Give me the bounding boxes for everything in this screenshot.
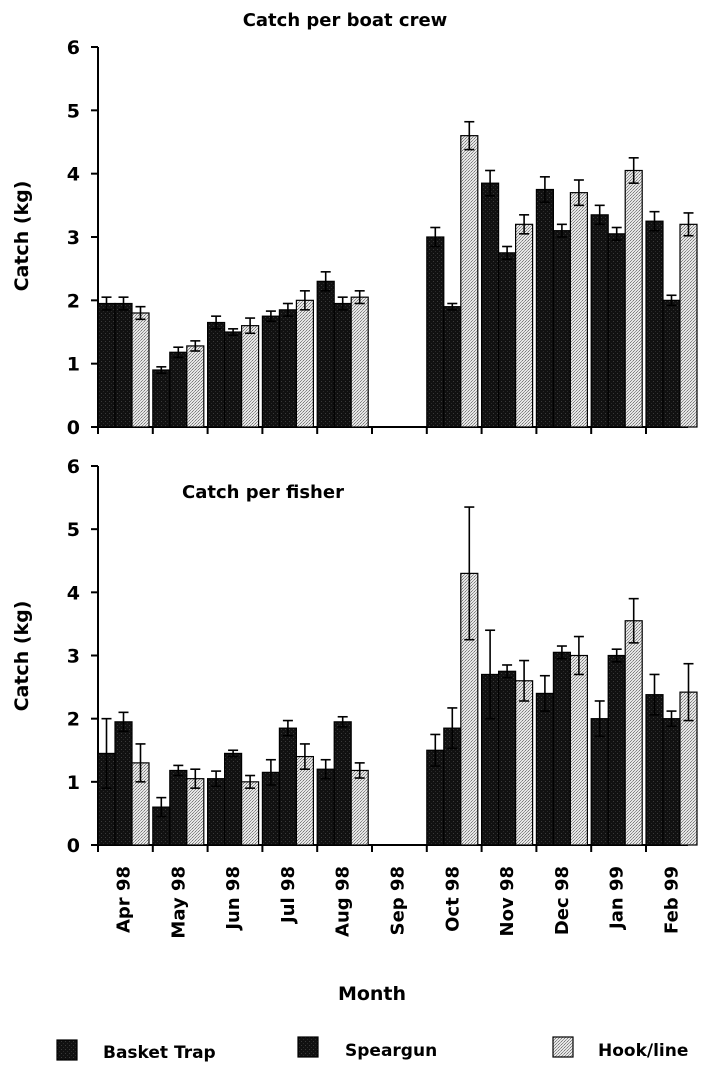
x-tick-label: Jul 98 bbox=[278, 866, 299, 925]
legend-item-basket-trap: Basket Trap bbox=[56, 1039, 216, 1063]
x-tick-label: Oct 98 bbox=[442, 866, 463, 932]
y-tick-label: 5 bbox=[67, 519, 80, 541]
bar bbox=[535, 188, 555, 428]
bar bbox=[481, 182, 500, 428]
y-tick-label: 2 bbox=[67, 290, 80, 312]
y-axis-label: Catch (kg) bbox=[11, 601, 33, 712]
bar bbox=[152, 369, 171, 428]
bar bbox=[97, 302, 116, 428]
bar bbox=[624, 620, 643, 846]
bars bbox=[97, 506, 698, 846]
bar bbox=[460, 135, 479, 428]
bar bbox=[278, 309, 297, 428]
y-tick-label: 6 bbox=[67, 456, 80, 478]
panel-boat-crew: Catch per boat crew Catch (kg) 0 1 2 3 4 5 6 bbox=[11, 10, 698, 439]
bar bbox=[645, 694, 664, 846]
bar bbox=[350, 296, 369, 428]
x-tick-label: Feb 99 bbox=[662, 866, 683, 934]
bar bbox=[679, 223, 698, 428]
bar bbox=[443, 306, 462, 428]
y-tick-label: 6 bbox=[67, 37, 80, 59]
y-tick-label: 0 bbox=[67, 417, 80, 439]
bar bbox=[207, 321, 226, 428]
bar bbox=[224, 752, 243, 846]
y-tick-label: 5 bbox=[67, 100, 80, 122]
bar bbox=[514, 680, 534, 846]
legend-item-speargun: Speargun bbox=[297, 1036, 437, 1061]
legend-swatch bbox=[552, 1036, 574, 1058]
x-tick-label: May 98 bbox=[168, 866, 189, 939]
x-tick-label: Dec 98 bbox=[552, 866, 573, 935]
bar bbox=[316, 768, 335, 846]
bar bbox=[316, 280, 335, 428]
bar bbox=[295, 299, 314, 428]
legend: Basket Trap Speargun Hook/line bbox=[56, 1036, 688, 1063]
bar bbox=[186, 345, 205, 428]
x-tick-label: Jan 99 bbox=[607, 866, 628, 931]
bar bbox=[224, 331, 243, 428]
y-tick-label: 1 bbox=[67, 772, 80, 794]
bar bbox=[662, 299, 681, 428]
bar bbox=[114, 721, 133, 846]
bar bbox=[590, 718, 609, 846]
bar bbox=[241, 781, 260, 846]
bar bbox=[333, 721, 352, 846]
legend-label: Basket Trap bbox=[103, 1043, 216, 1063]
x-tick-label: Aug 98 bbox=[333, 866, 354, 937]
x-tick-label: Apr 98 bbox=[114, 866, 135, 933]
bar bbox=[514, 223, 534, 428]
bar bbox=[241, 325, 260, 428]
chart-title: Catch per boat crew bbox=[243, 10, 448, 31]
bar bbox=[498, 252, 517, 428]
legend-item-hook-line: Hook/line bbox=[552, 1036, 688, 1061]
y-tick-label: 4 bbox=[67, 164, 80, 186]
bar bbox=[607, 654, 626, 846]
legend-label: Speargun bbox=[345, 1041, 437, 1061]
bar bbox=[535, 692, 555, 846]
bar bbox=[624, 169, 643, 428]
bar bbox=[207, 778, 226, 846]
bar bbox=[590, 214, 609, 428]
panel-fisher: Catch per fisher Catch (kg) 0 1 2 3 4 5 6 bbox=[11, 456, 698, 857]
x-tick-label: Jun 98 bbox=[223, 866, 244, 932]
bar bbox=[114, 302, 133, 428]
bar bbox=[569, 192, 589, 428]
y-tick-label: 3 bbox=[67, 646, 80, 668]
chart-title: Catch per fisher bbox=[182, 482, 344, 503]
bar bbox=[426, 236, 445, 428]
bar bbox=[552, 230, 572, 428]
x-tick-label: Nov 98 bbox=[497, 866, 518, 936]
bars bbox=[97, 120, 698, 428]
legend-label: Hook/line bbox=[598, 1041, 688, 1061]
y-tick-label: 0 bbox=[67, 835, 80, 857]
bar bbox=[278, 727, 297, 846]
legend-swatch bbox=[56, 1039, 78, 1061]
bar bbox=[169, 769, 188, 846]
x-axis-label: Month bbox=[338, 983, 406, 1005]
bar bbox=[569, 654, 589, 846]
bar bbox=[552, 651, 572, 846]
y-tick-label: 4 bbox=[67, 582, 80, 604]
y-tick-label: 2 bbox=[67, 709, 80, 731]
bar bbox=[350, 769, 369, 846]
legend-swatch bbox=[297, 1036, 319, 1058]
x-tick-label: Sep 98 bbox=[388, 866, 409, 935]
bar bbox=[498, 670, 517, 846]
y-tick-label: 1 bbox=[67, 354, 80, 376]
y-axis-label: Catch (kg) bbox=[11, 181, 33, 292]
bar bbox=[645, 220, 664, 428]
y-tick-label: 3 bbox=[67, 227, 80, 249]
bar bbox=[662, 718, 681, 846]
x-tick-labels: Apr 98 May 98 Jun 98 Jul 98 Aug 98 Sep 98 Oct … bbox=[114, 866, 683, 939]
bar bbox=[261, 315, 280, 428]
bar bbox=[607, 233, 626, 428]
bar bbox=[131, 312, 150, 428]
bar bbox=[333, 302, 352, 428]
bar bbox=[169, 351, 188, 428]
